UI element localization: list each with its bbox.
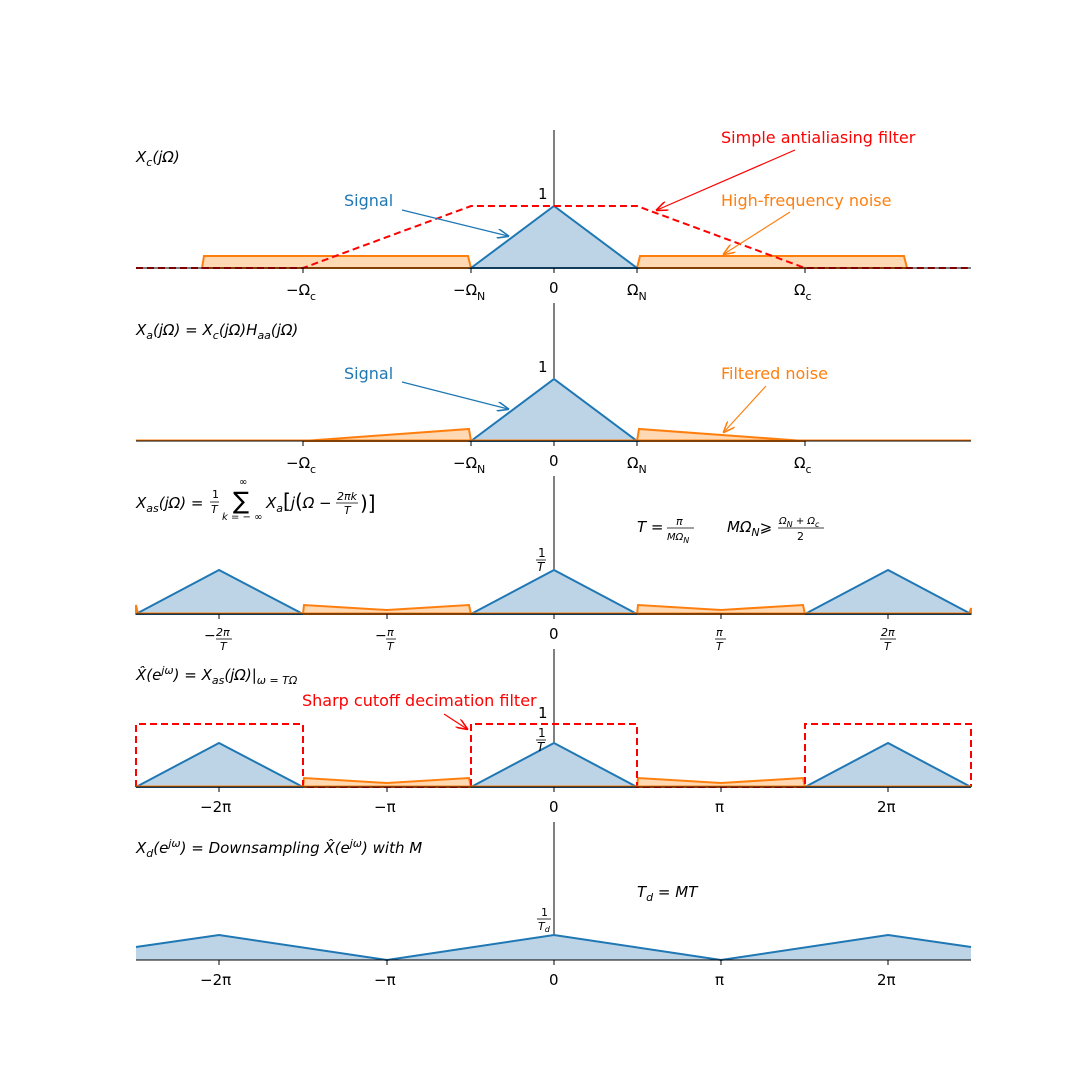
peak-label-4b-den: T [537, 740, 546, 754]
title-3-close: )] [360, 491, 376, 515]
tick-label-4a: −2π [200, 798, 231, 816]
panel-title-3: Xas(jΩ) = [135, 494, 203, 515]
tick-label-5a: −2π [200, 971, 231, 989]
filtered-noise-left [302, 427, 473, 442]
tick-label-1b: −ΩN [453, 281, 485, 303]
downsampled-spectrum [136, 935, 971, 960]
panel-title-4: X̂(ejω) = Xas(jΩ)|ω = TΩ [135, 664, 298, 687]
title-3-inner-num: 2πk [337, 490, 358, 503]
title-3-inner-den: T [344, 504, 352, 517]
tick-label-3c: 0 [549, 625, 559, 643]
formula-M: MΩN⩾ [727, 518, 772, 539]
tick-label-3d-num: π [716, 626, 723, 639]
tick-label-4b: −π [374, 798, 396, 816]
tick-label-3e-num: 2π [881, 626, 895, 639]
noise-right-1 [635, 255, 909, 269]
signal-triangle-2 [467, 377, 641, 442]
formula-T-num: π [676, 515, 683, 528]
noise-left-1 [200, 255, 473, 269]
tick-label-1e: Ωc [794, 281, 812, 303]
title-3-sum: ∑ [233, 487, 249, 515]
tick-label-2b: −ΩN [453, 454, 485, 476]
signal-arrow-2 [401, 381, 508, 409]
decimation-filter-annotation: Sharp cutoff decimation filter [302, 691, 537, 710]
tick-label-1a: −Ωc [286, 281, 316, 303]
panel-title-2: Xa(jΩ) = Xc(jΩ)Haa(jΩ) [135, 321, 298, 342]
decimation-filter-arrow [443, 713, 467, 729]
tick-label-4e: 2π [877, 798, 896, 816]
signal-triangle-1 [467, 204, 641, 269]
title-3-frac-num: 1 [212, 488, 219, 501]
formula-M-num: ΩN + Ωc [778, 516, 820, 529]
tick-label-3d-den: T [716, 640, 724, 653]
filtered-noise-arrow [724, 385, 767, 432]
tick-label-5d: π [715, 971, 724, 989]
panel-title-5: Xd(ejω) = Downsampling X̂(ejω) with M [135, 837, 422, 860]
tick-label-2d: ΩN [627, 454, 647, 476]
panel-2: −Ωc −ΩN 0 ΩN Ωc 1 Xa(jΩ) = Xc(jΩ)Haa(jΩ)… [135, 303, 971, 476]
panel-title-1: Xc(jΩ) [135, 148, 180, 169]
tick-label-4c: 0 [549, 798, 559, 816]
peak-label-5-den: Td [538, 920, 551, 934]
replica-triangle-left [135, 568, 304, 615]
title-3-sum-bottom: k = − ∞ [222, 512, 262, 523]
tick-label-2a: −Ωc [286, 454, 316, 476]
panel-4: −2π −π 0 π 2π 1 1 T X̂(ejω) = Xas(jΩ)|ω … [135, 649, 972, 816]
noise-annotation-1: High-frequency noise [721, 191, 891, 210]
peak-label-4a: 1 [538, 704, 548, 722]
noise-arrow-1 [724, 211, 791, 254]
signal-annotation-1: Signal [344, 191, 393, 210]
signal-annotation-2: Signal [344, 364, 393, 383]
title-3-sum-top: ∞ [239, 477, 247, 488]
tick-label-5c: 0 [549, 971, 559, 989]
formula-Td: Td = MT [637, 883, 699, 904]
peak-label-3-num: 1 [538, 546, 546, 560]
formula-T-den: MΩN [667, 532, 689, 545]
title-3-body: Xa[j(Ω − [265, 489, 332, 515]
antialiasing-filter-arrow [657, 149, 796, 210]
tick-label-4d: π [715, 798, 724, 816]
peak-label-4b-num: 1 [538, 726, 546, 740]
formula-T: T = [637, 518, 664, 536]
tick-label-5b: −π [374, 971, 396, 989]
panel-5: −2π −π 0 π 2π 1 Td Xd(ejω) = Downsamplin… [135, 822, 972, 989]
tick-label-3b-num: π [387, 626, 394, 639]
tick-label-3a: − [204, 628, 216, 644]
decimation-filter-line [135, 723, 972, 788]
tick-label-3a-num: 2π [216, 626, 230, 639]
tick-label-3a-den: T [220, 640, 228, 653]
filtered-noise-annotation: Filtered noise [721, 364, 828, 383]
tick-label-3b: − [375, 628, 387, 644]
title-3-frac-den: T [211, 503, 219, 516]
panel-1: −Ωc −ΩN 0 ΩN Ωc 1 Xc(jΩ) Signal Simple a… [135, 128, 971, 303]
dec-triangle-right [804, 741, 972, 788]
tick-label-3e-den: T [884, 640, 892, 653]
tick-label-2c: 0 [549, 452, 559, 470]
filtered-noise-right [635, 427, 806, 442]
panel-3: − 2π T − π T 0 π T 2π T 1 T Xas(jΩ) = 1 … [135, 476, 972, 653]
signal-arrow-1 [401, 209, 508, 236]
tick-label-2e: Ωc [794, 454, 812, 476]
tick-label-5e: 2π [877, 971, 896, 989]
tick-label-1d: ΩN [627, 281, 647, 303]
replica-triangle-center [470, 568, 638, 615]
downsampled-spectrum-line [135, 933, 972, 962]
peak-label-5-num: 1 [541, 906, 548, 919]
peak-label-3-den: T [537, 560, 546, 574]
peak-label-2: 1 [538, 358, 548, 376]
dec-triangle-center [470, 741, 638, 788]
antialiasing-filter-annotation: Simple antialiasing filter [721, 128, 916, 147]
tick-label-3b-den: T [387, 640, 395, 653]
peak-label-1: 1 [538, 185, 548, 203]
formula-M-den: 2 [797, 530, 804, 543]
tick-label-1c: 0 [549, 279, 559, 297]
replica-triangle-right [804, 568, 972, 615]
dec-triangle-left [135, 741, 304, 788]
